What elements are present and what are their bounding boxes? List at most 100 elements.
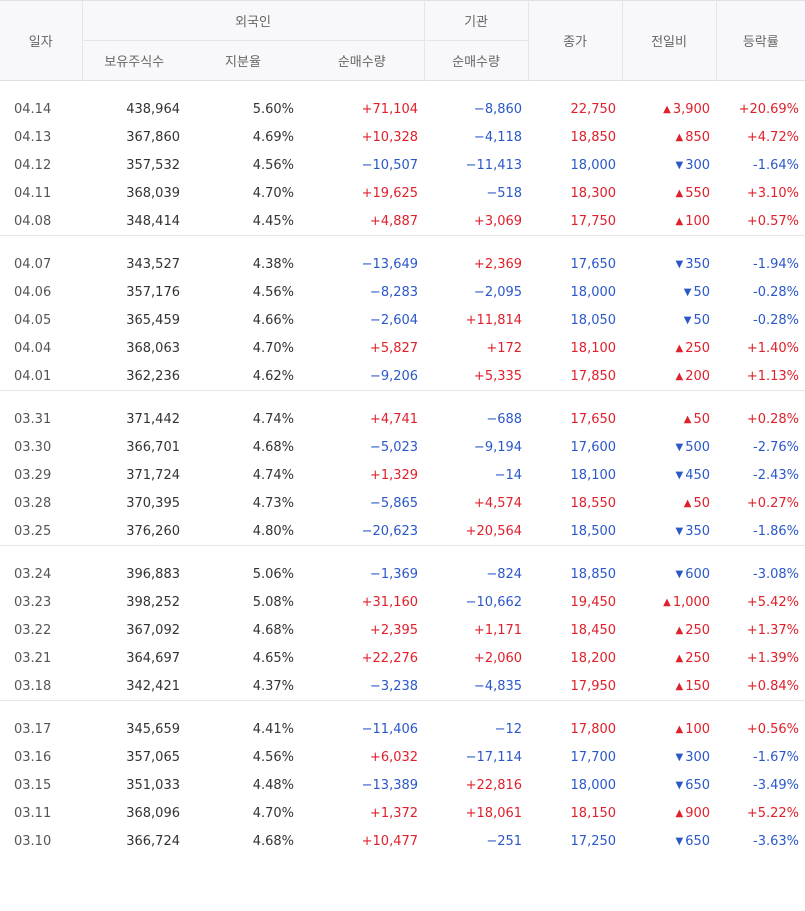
cell-rate: -1.86%	[753, 523, 800, 539]
cell-date: 03.24	[14, 566, 52, 582]
cell-foreign-net: +5,827	[369, 340, 419, 356]
cell-ratio: 4.68%	[252, 833, 294, 849]
cell-diff-value: 350	[685, 256, 711, 272]
cell-inst-net: +4,574	[473, 495, 523, 511]
cell-diff-value: 3,900	[672, 101, 711, 117]
group-separator	[0, 700, 805, 715]
cell-diff-value: 900	[685, 805, 711, 821]
cell-close: 19,450	[570, 594, 617, 610]
cell-close: 17,950	[570, 678, 617, 694]
cell-date: 03.17	[14, 721, 52, 737]
cell-date: 04.05	[14, 312, 52, 328]
cell-rate: +0.28%	[746, 411, 800, 427]
cell-close: 18,850	[570, 566, 617, 582]
cell-holdings: 348,414	[126, 213, 180, 229]
cell-holdings: 364,697	[126, 650, 180, 666]
cell-holdings: 366,724	[126, 833, 180, 849]
cell-close: 17,850	[570, 368, 617, 384]
cell-date: 03.25	[14, 523, 52, 539]
cell-foreign-net: −11,406	[361, 721, 419, 737]
triangle-up-icon: ▲	[675, 807, 684, 819]
cell-holdings: 368,096	[126, 805, 180, 821]
cell-inst-net: −824	[486, 566, 523, 582]
cell-inst-net: −2,095	[473, 284, 523, 300]
cell-rate: -0.28%	[753, 312, 800, 328]
cell-diff-value: 500	[685, 439, 711, 455]
cell-diff-value: 100	[685, 721, 711, 737]
triangle-down-icon: ▼	[675, 159, 684, 171]
cell-holdings: 376,260	[126, 523, 180, 539]
cell-holdings: 366,701	[126, 439, 180, 455]
cell-ratio: 5.08%	[252, 594, 294, 610]
cell-inst-net: −4,118	[473, 129, 523, 145]
header-close: 종가	[527, 0, 623, 81]
cell-foreign-net: −8,283	[369, 284, 419, 300]
cell-diff: ▼ 650	[622, 827, 716, 855]
cell-inst-net: +11,814	[465, 312, 523, 328]
cell-ratio: 4.45%	[252, 213, 294, 229]
cell-date: 04.01	[14, 368, 52, 384]
cell-diff-value: 650	[685, 777, 711, 793]
cell-diff: ▲ 150	[622, 672, 716, 701]
cell-date: 03.18	[14, 678, 52, 694]
cell-close: 17,650	[570, 256, 617, 272]
cell-foreign-net: +22,276	[361, 650, 419, 666]
table-row: 03.24 396,883 5.06% −1,369 −824 18,850 ▼ 600 -3.…	[0, 560, 805, 588]
cell-rate: +3.10%	[746, 185, 800, 201]
cell-ratio: 4.70%	[252, 340, 294, 356]
cell-rate: +1.37%	[746, 622, 800, 638]
cell-foreign-net: +4,741	[369, 411, 419, 427]
cell-diff: ▲ 100	[622, 207, 716, 236]
cell-foreign-net: −2,604	[369, 312, 419, 328]
cell-diff-value: 250	[685, 622, 711, 638]
cell-rate: -3.49%	[753, 777, 800, 793]
cell-inst-net: −8,860	[473, 101, 523, 117]
cell-inst-net: +2,369	[473, 256, 523, 272]
table-row: 04.13 367,860 4.69% +10,328 −4,118 18,850 ▲ 850…	[0, 123, 805, 151]
cell-diff-value: 50	[693, 495, 711, 511]
table-row: 03.23 398,252 5.08% +31,160 −10,662 19,450 ▲ 1,…	[0, 588, 805, 616]
cell-ratio: 4.70%	[252, 805, 294, 821]
table-row: 04.07 343,527 4.38% −13,649 +2,369 17,650 ▼ 350…	[0, 250, 805, 278]
triangle-down-icon: ▼	[675, 751, 684, 763]
header-foreign-net: 순매수량	[300, 40, 425, 81]
cell-holdings: 351,033	[126, 777, 180, 793]
cell-rate: -0.28%	[753, 284, 800, 300]
cell-rate: +0.84%	[746, 678, 800, 694]
table-row: 03.21 364,697 4.65% +22,276 +2,060 18,200 ▲ 250…	[0, 644, 805, 672]
cell-diff-value: 150	[685, 678, 711, 694]
cell-holdings: 367,092	[126, 622, 180, 638]
cell-inst-net: −12	[494, 721, 523, 737]
cell-foreign-net: −9,206	[369, 368, 419, 384]
cell-holdings: 368,039	[126, 185, 180, 201]
cell-ratio: 4.38%	[252, 256, 294, 272]
cell-close: 18,000	[570, 284, 617, 300]
investor-trading-table: 일자 외국인 기관 종가 전일비 등락률 보유주식수 지분율 순매수량 순매수량…	[0, 0, 805, 855]
header-rate: 등락률	[715, 0, 805, 81]
cell-ratio: 4.74%	[252, 467, 294, 483]
cell-inst-net: +5,335	[473, 368, 523, 384]
table-row: 03.17 345,659 4.41% −11,406 −12 17,800 ▲ 100 +0.…	[0, 715, 805, 743]
cell-foreign-net: −13,389	[361, 777, 419, 793]
cell-date: 04.12	[14, 157, 52, 173]
table-row: 03.22 367,092 4.68% +2,395 +1,171 18,450 ▲ 250 +…	[0, 616, 805, 644]
header-foreign: 외국인	[81, 0, 425, 41]
cell-diff: ▼ 600	[622, 560, 716, 588]
cell-ratio: 4.62%	[252, 368, 294, 384]
cell-ratio: 4.68%	[252, 622, 294, 638]
group-separator	[0, 235, 805, 250]
cell-holdings: 370,395	[126, 495, 180, 511]
cell-ratio: 4.68%	[252, 439, 294, 455]
cell-close: 18,100	[570, 340, 617, 356]
cell-diff: ▲ 1,000	[622, 588, 716, 616]
triangle-down-icon: ▼	[683, 314, 692, 326]
cell-ratio: 4.65%	[252, 650, 294, 666]
cell-rate: +1.40%	[746, 340, 800, 356]
triangle-up-icon: ▲	[683, 413, 692, 425]
cell-close: 18,150	[570, 805, 617, 821]
table-row: 03.31 371,442 4.74% +4,741 −688 17,650 ▲ 50 +0.2…	[0, 405, 805, 433]
cell-diff-value: 250	[685, 650, 711, 666]
cell-ratio: 4.37%	[252, 678, 294, 694]
cell-date: 04.04	[14, 340, 52, 356]
cell-holdings: 368,063	[126, 340, 180, 356]
